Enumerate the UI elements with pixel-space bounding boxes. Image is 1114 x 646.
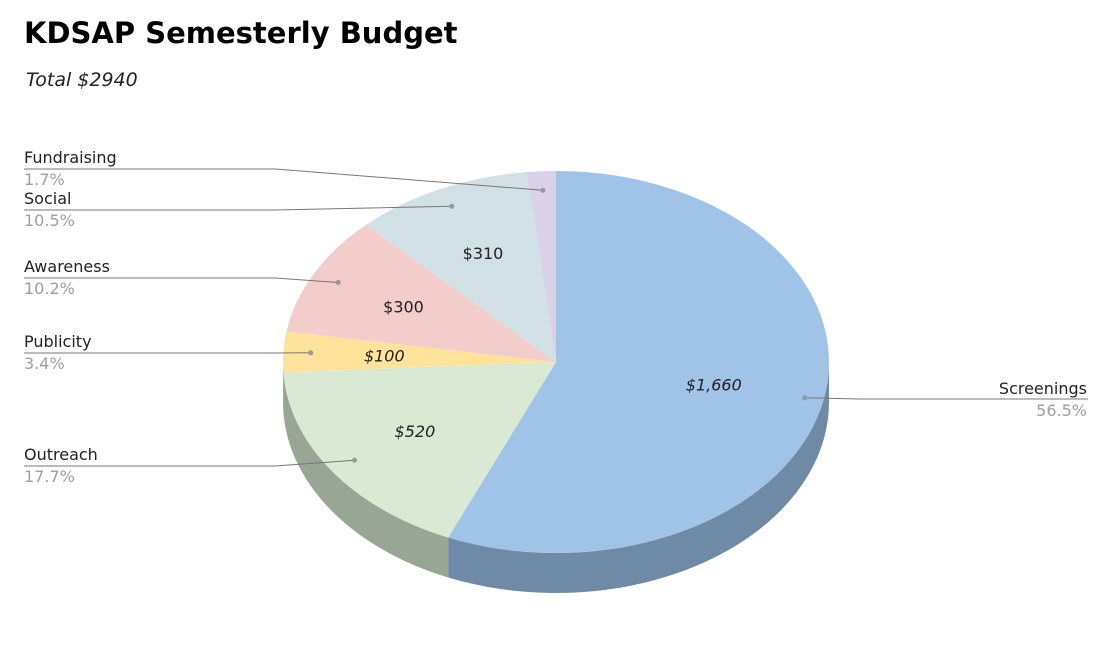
label-percent-screenings: 56.5% [1036,401,1087,420]
label-name-awareness: Awareness [24,257,110,276]
value-label-publicity: $100 [364,347,405,366]
leader-dot-publicity [308,350,314,356]
chart-subtitle: Total $2940 [26,69,138,91]
leader-dot-social [449,203,455,209]
leader-dot-outreach [352,457,357,463]
label-percent-outreach: 17.7% [24,467,75,486]
pie-slice-social[interactable] [366,172,556,362]
pie-slice-outreach[interactable] [283,362,556,538]
leader-line-awareness [24,277,339,283]
value-label-awareness: $300 [383,297,424,316]
label-name-screenings: Screenings [999,379,1087,398]
pie-side-outreach [283,372,449,578]
label-name-social: Social [24,189,71,208]
leader-dot-fundraising [540,187,546,193]
value-label-outreach: $520 [395,422,436,441]
leader-dot-awareness [335,280,341,285]
pie-side-walls [283,362,829,593]
label-name-fundraising: Fundraising [24,148,117,167]
leader-line-outreach [24,459,355,467]
label-percent-awareness: 10.2% [24,279,75,298]
chart-title: KDSAP Semesterly Budget [24,16,458,50]
pie-side-screenings [448,362,829,593]
label-name-publicity: Publicity [24,332,92,351]
pie-slice-screenings[interactable] [448,171,829,553]
label-name-outreach: Outreach [24,445,98,464]
leader-line-screenings [804,397,1088,400]
value-label-social: $310 [463,244,504,263]
value-label-screenings: $1,660 [686,376,742,395]
pie-slice-awareness[interactable] [286,224,557,362]
label-percent-publicity: 3.4% [24,354,65,373]
leader-line-social [24,205,452,211]
pie-slice-publicity[interactable] [283,331,556,373]
pie-slices [283,171,829,553]
pie-slice-fundraising[interactable] [526,171,556,362]
leader-line-fundraising [24,168,543,191]
label-percent-fundraising: 1.7% [24,170,65,189]
label-percent-social: 10.5% [24,211,75,230]
leader-dot-screenings [802,395,808,401]
callout-labels: Screenings 56.5% Outreach 17.7% Publicity 3.4… [24,148,1088,486]
slice-value-labels: $1,660 $520 $100 $300 $310 [364,244,742,441]
